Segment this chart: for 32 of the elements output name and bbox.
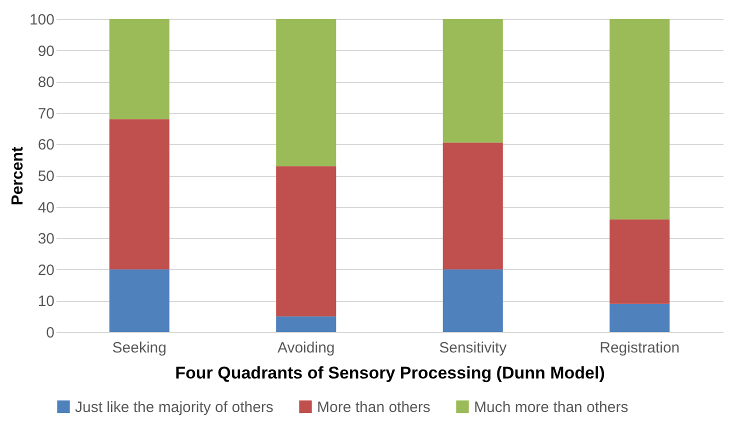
y-axis-title: Percent (9, 146, 26, 206)
y-tick-label: 100 (29, 12, 54, 28)
x-tick-label: Seeking (112, 340, 166, 356)
legend-label: More than others (317, 398, 430, 416)
bar (276, 166, 336, 316)
y-tick-label: 20 (38, 262, 54, 279)
y-tick-label: 70 (38, 105, 54, 122)
bar (610, 19, 670, 220)
legend-label: Just like the majority of others (75, 398, 274, 416)
legend-label: Much more than others (474, 398, 628, 416)
bar (442, 142, 503, 270)
bar (276, 19, 336, 166)
x-axis-title: Four Quadrants of Sensory Processing (Dunn Model) (175, 364, 605, 382)
y-tick-label: 40 (38, 199, 54, 216)
bar (610, 304, 670, 332)
y-tick-label: 80 (38, 74, 54, 92)
x-tick-label: Avoiding (277, 340, 335, 356)
x-tick-label: Registration (600, 340, 680, 356)
y-tick-label: 90 (38, 42, 54, 60)
bar (276, 316, 336, 332)
bar (442, 269, 503, 332)
x-tick-label: Sensitivity (439, 340, 508, 356)
y-tick-label: 30 (38, 230, 54, 248)
y-tick-label: 60 (38, 136, 54, 154)
bar (610, 219, 670, 304)
bar (109, 19, 170, 120)
y-tick-label: 50 (38, 168, 54, 185)
bar (109, 119, 170, 270)
y-tick-label: 10 (38, 293, 54, 310)
bar (442, 19, 503, 143)
bar (109, 269, 170, 332)
y-tick-label: 0 (46, 324, 54, 342)
